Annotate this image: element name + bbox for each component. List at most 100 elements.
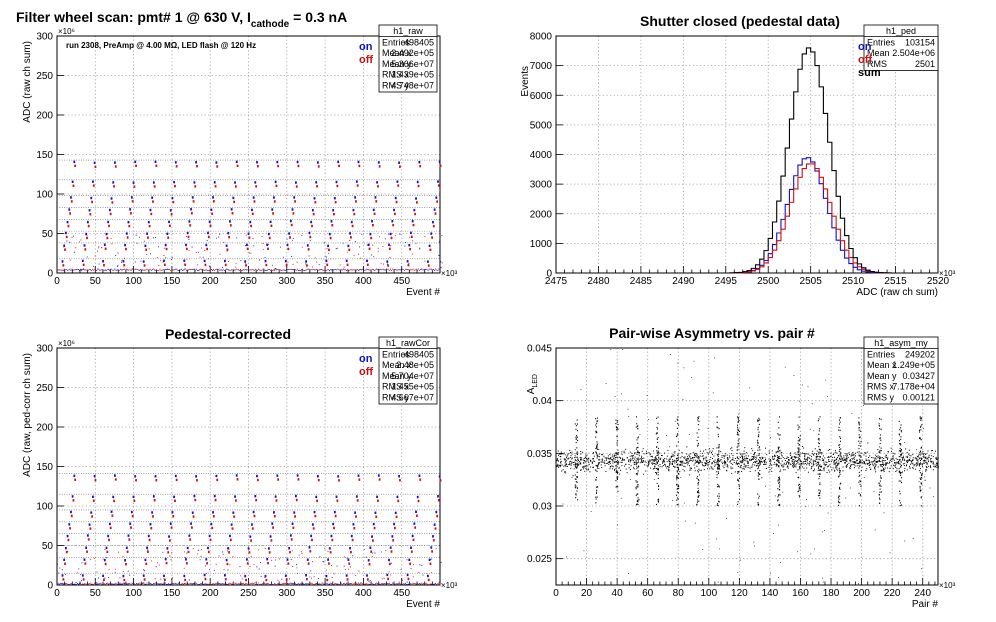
data-point-on	[191, 511, 194, 514]
data-point-off	[224, 263, 227, 267]
spike-point	[900, 436, 902, 438]
data-point	[765, 467, 767, 469]
data-point-on	[186, 231, 189, 235]
data-point-off	[194, 498, 197, 502]
data-point	[816, 458, 818, 460]
data-point	[685, 463, 687, 465]
outlier-point	[674, 420, 676, 422]
data-point-baseline	[306, 269, 308, 271]
data-point-off	[434, 527, 437, 530]
data-point-baseline	[419, 583, 422, 585]
spike-point	[716, 416, 718, 418]
spike-point	[839, 488, 841, 490]
asymmetry-points	[556, 348, 939, 585]
data-point	[849, 460, 851, 462]
spike-point	[797, 476, 799, 479]
data-point	[935, 458, 937, 460]
spike-point	[798, 426, 800, 429]
data-point	[931, 461, 933, 463]
data-point	[776, 455, 778, 457]
data-point-scatter	[240, 575, 242, 577]
data-point	[571, 451, 573, 453]
data-point	[837, 469, 839, 471]
data-point-off	[353, 212, 356, 216]
data-point	[857, 465, 859, 467]
outlier-point	[793, 375, 795, 376]
spike-point	[839, 436, 841, 438]
data-point	[559, 466, 561, 468]
data-point	[577, 458, 579, 460]
data-point	[830, 456, 832, 458]
outlier-point	[640, 583, 642, 585]
data-point	[694, 462, 696, 464]
data-point-off	[346, 263, 349, 266]
outlier-point	[691, 377, 693, 378]
data-point	[694, 452, 696, 454]
run-annotation: run 2308, PreAmp @ 4.00 MΩ, LED flash @ …	[66, 41, 256, 50]
data-point	[668, 469, 670, 471]
data-point-baseline	[104, 269, 106, 271]
data-point-baseline	[284, 269, 286, 271]
spike-point	[779, 457, 781, 460]
data-point-off	[187, 550, 190, 554]
data-point-baseline	[264, 269, 266, 271]
spike-point	[797, 440, 799, 442]
spike-point	[576, 436, 578, 438]
data-point	[825, 461, 827, 463]
spike-point	[778, 476, 780, 478]
data-point-baseline	[225, 268, 227, 270]
spike-point	[838, 500, 840, 502]
data-point-baseline	[432, 583, 434, 585]
data-point	[561, 470, 563, 472]
data-point	[922, 465, 924, 467]
data-point-off	[62, 264, 65, 267]
data-point	[557, 463, 559, 465]
data-point	[901, 456, 903, 458]
data-point	[697, 460, 699, 462]
spike-point	[880, 457, 882, 459]
data-point	[834, 452, 836, 454]
data-point	[875, 454, 877, 456]
data-point-on	[105, 232, 108, 236]
spike-point	[858, 429, 860, 431]
spike-point	[736, 433, 738, 436]
x-tick-label: 160	[792, 588, 809, 599]
x-tick-label: 240	[914, 588, 931, 599]
data-point-baseline	[415, 268, 417, 270]
data-point-baseline	[232, 583, 234, 585]
data-point	[817, 456, 819, 458]
data-point	[712, 448, 714, 450]
data-point-on	[286, 558, 289, 561]
data-point-baseline	[86, 269, 88, 272]
data-point	[932, 461, 934, 463]
data-point	[696, 470, 698, 472]
spike-point	[676, 418, 678, 420]
data-point-off	[152, 200, 154, 203]
spike-point	[615, 426, 617, 428]
data-point-baseline	[85, 269, 87, 271]
spike-point	[798, 436, 800, 439]
data-point	[919, 468, 921, 470]
data-point-baseline	[290, 268, 292, 270]
data-point-on	[244, 574, 247, 578]
data-point	[732, 458, 734, 460]
data-point-baseline	[206, 583, 208, 585]
data-point	[895, 466, 897, 468]
data-point	[556, 464, 558, 466]
spike-point	[716, 486, 718, 488]
data-point	[906, 464, 908, 466]
data-point-on	[293, 196, 296, 199]
data-point	[781, 452, 783, 454]
spike-point	[717, 483, 719, 486]
spike-point	[597, 420, 599, 422]
data-point	[893, 459, 895, 461]
spike-point	[778, 504, 780, 506]
data-point	[909, 467, 911, 469]
spike-point	[637, 501, 639, 503]
data-point	[642, 448, 644, 450]
data-point	[710, 456, 712, 458]
data-point	[863, 461, 865, 463]
data-point-baseline	[256, 583, 259, 585]
data-point-scatter	[224, 581, 227, 583]
outlier-point	[676, 434, 678, 436]
